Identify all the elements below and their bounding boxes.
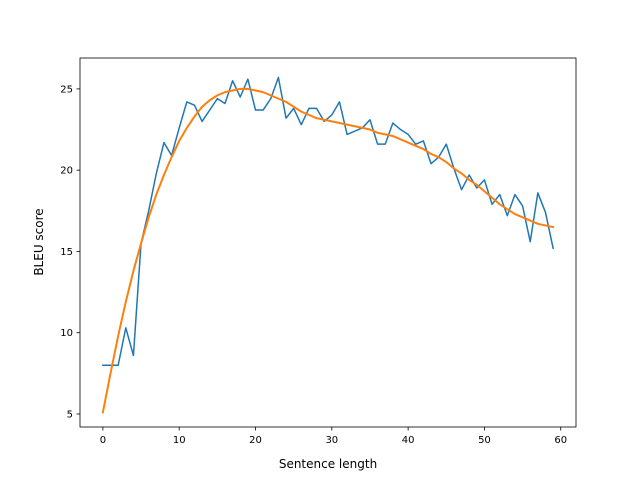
y-tick-label: 15 (60, 247, 73, 258)
x-tick-label: 60 (554, 435, 567, 446)
x-tick-label: 50 (478, 435, 491, 446)
x-tick-label: 10 (173, 435, 186, 446)
series-line-2 (101, 87, 555, 414)
x-axis-label: Sentence length (279, 457, 377, 471)
y-axis-label: BLEU score (32, 208, 46, 275)
x-tick-label: 0 (100, 435, 106, 446)
y-tick-label: 20 (60, 166, 73, 177)
y-tick-label: 25 (60, 84, 73, 95)
x-tick-label: 30 (325, 435, 338, 446)
y-tick-label: 10 (60, 328, 73, 339)
axes-layer: 0 10 20 30 40 50 60 5 10 15 20 25 (60, 57, 577, 446)
x-tick-label: 20 (249, 435, 262, 446)
plot-frame (79, 57, 577, 428)
series-layer (101, 76, 555, 414)
y-tick-label: 5 (67, 409, 73, 420)
x-tick-label: 40 (402, 435, 415, 446)
